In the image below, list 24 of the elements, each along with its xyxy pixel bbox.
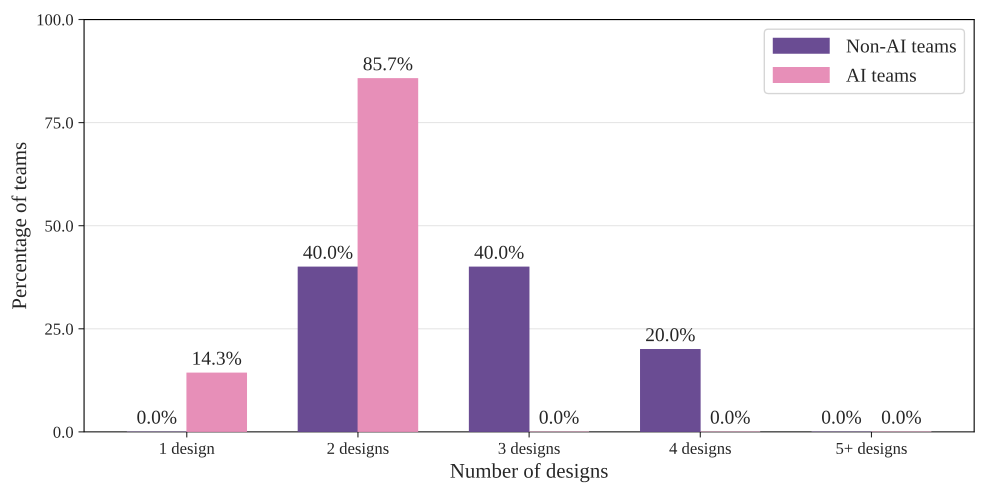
x-tick-label: 1 design — [160, 442, 215, 458]
y-tick-label: 50.0 — [45, 220, 74, 232]
x-tick-label: 5+ designs — [836, 442, 907, 458]
data-label: 40.0% — [474, 246, 524, 259]
x-tick-label: 2 designs — [327, 442, 389, 458]
data-label: 14.3% — [193, 352, 242, 365]
y-tick-label: 25.0 — [45, 323, 74, 335]
y-tick-label: 0.0 — [53, 426, 74, 438]
data-label: 40.0% — [303, 246, 352, 259]
y-tick-label: 100.0 — [38, 14, 74, 26]
x-tick-label: 3 designs — [498, 442, 560, 458]
y-tick-label: 75.0 — [46, 117, 74, 129]
data-label: 20.0% — [646, 328, 695, 342]
data-label: 85.7% — [364, 57, 412, 70]
data-label: 0.0% — [540, 410, 579, 424]
data-label: 0.0% — [137, 410, 176, 424]
legend-label: Non-AI teams — [846, 40, 956, 53]
data-label: 0.0% — [710, 410, 750, 424]
data-label: 0.0% — [822, 410, 862, 424]
legend-label: AI teams — [846, 68, 916, 82]
data-label: 0.0% — [882, 410, 922, 424]
x-tick-label: 4 designs — [669, 442, 731, 458]
x-axis-title: Number of designs — [450, 463, 608, 482]
y-axis-title: Percentage of teams — [11, 142, 31, 309]
